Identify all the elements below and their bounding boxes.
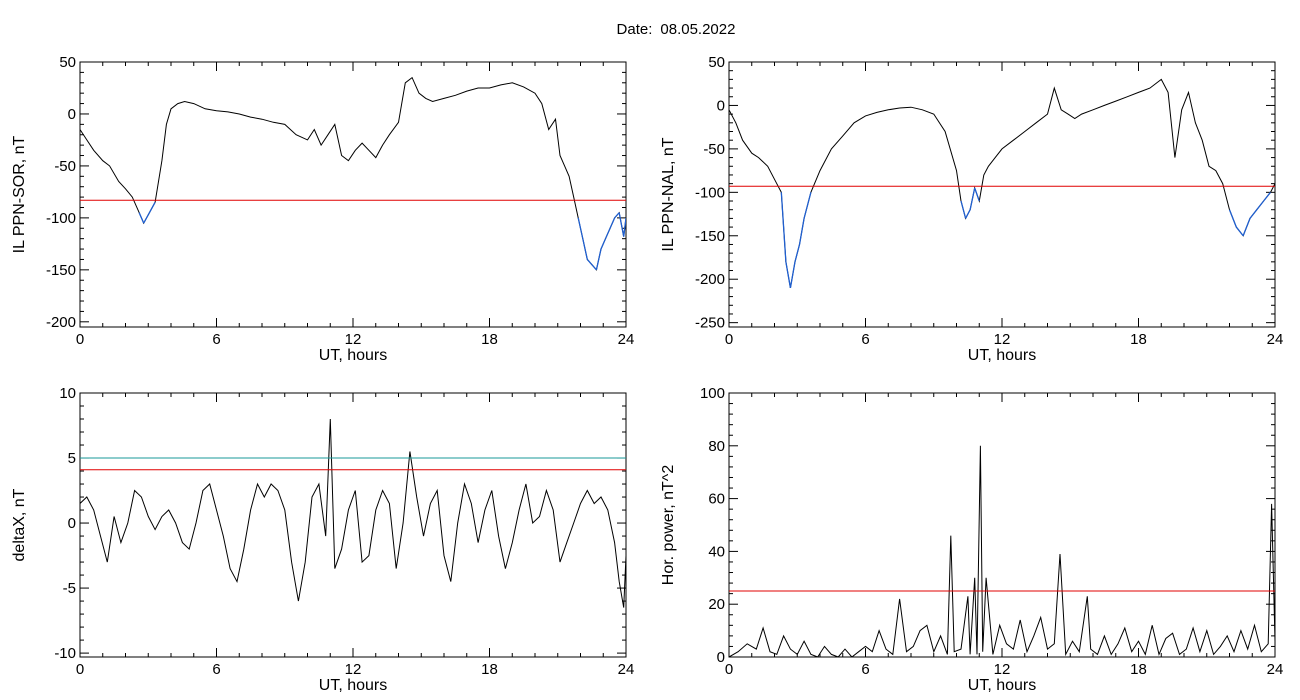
nal-x-tick-label: 12 bbox=[994, 331, 1011, 348]
sor-x-tick-label: 18 bbox=[481, 331, 498, 348]
sor-below-threshold-segment bbox=[577, 217, 584, 239]
deltax-y-tick-label: -10 bbox=[54, 645, 76, 662]
nal-y-tick-label: -250 bbox=[695, 315, 725, 332]
sor-y-tick-label: 50 bbox=[59, 54, 76, 71]
deltax-series-line bbox=[80, 418, 626, 608]
hor-power-x-tick-label: 12 bbox=[994, 661, 1011, 678]
hor-power-plot-frame bbox=[728, 392, 1276, 658]
nal-y-tick-label: -200 bbox=[695, 271, 725, 288]
sor-y-tick-label: -50 bbox=[54, 158, 76, 175]
nal-x-tick-label: 0 bbox=[725, 331, 733, 348]
deltax-x-tick-label: 6 bbox=[212, 661, 220, 678]
nal-below-threshold-segment bbox=[1263, 191, 1271, 202]
sor-below-threshold-segment bbox=[143, 214, 149, 224]
deltax-x-tick-label: 12 bbox=[345, 661, 362, 678]
sor-y-tick-label: 0 bbox=[68, 106, 76, 123]
hor-power-x-tick-label: 0 bbox=[725, 661, 733, 678]
sor-y-tick-label: -100 bbox=[46, 210, 76, 227]
nal-x-tick-label: 18 bbox=[1130, 331, 1147, 348]
date-title: Date: 08.05.2022 bbox=[617, 21, 736, 38]
nal-below-threshold-segment bbox=[1228, 209, 1237, 228]
sor-plot-frame bbox=[79, 61, 627, 328]
sor-below-threshold-segment bbox=[582, 238, 588, 260]
nal-x-tick-label: 24 bbox=[1267, 331, 1284, 348]
sor-y-tick-label: -150 bbox=[46, 262, 76, 279]
sor-series-line bbox=[80, 76, 626, 271]
hor-power-y-axis-label: Hor. power, nT^2 bbox=[660, 465, 677, 586]
nal-y-tick-label: -150 bbox=[695, 228, 725, 245]
nal-panel: 0 6 12 18 24 50 0 -50 -100 -150 -200 -250 UT, hours I… bbox=[660, 54, 1283, 364]
nal-x-tick-label: 6 bbox=[861, 331, 869, 348]
nal-below-threshold-segment bbox=[785, 261, 792, 289]
nal-below-threshold-segment bbox=[965, 209, 971, 219]
deltax-y-tick-label: 10 bbox=[59, 385, 76, 402]
deltax-y-tick-label: -5 bbox=[63, 580, 76, 597]
hor-power-x-tick-label: 6 bbox=[861, 661, 869, 678]
nal-y-tick-label: 0 bbox=[717, 97, 725, 114]
hor-power-series-line bbox=[729, 445, 1275, 657]
deltax-plot-frame bbox=[79, 392, 627, 658]
hor-power-x-axis-label: UT, hours bbox=[968, 677, 1036, 694]
deltax-y-axis-label: deltaX, nT bbox=[11, 488, 28, 561]
deltax-panel: 0 6 12 18 24 10 5 0 -5 -10 UT, hours deltaX, nT bbox=[11, 385, 634, 694]
nal-below-threshold-segment bbox=[974, 187, 980, 202]
sor-y-tick-label: -200 bbox=[46, 314, 76, 331]
deltax-x-tick-label: 24 bbox=[618, 661, 635, 678]
sor-below-threshold-segment bbox=[595, 248, 602, 270]
nal-below-threshold-segment bbox=[780, 192, 787, 262]
nal-y-axis-label: IL PPN-NAL, nT bbox=[660, 137, 677, 251]
sor-below-threshold-segment bbox=[623, 217, 626, 237]
nal-x-axis-label: UT, hours bbox=[968, 347, 1036, 364]
hor-power-x-tick-label: 24 bbox=[1267, 661, 1284, 678]
nal-below-threshold-segment bbox=[1242, 218, 1251, 237]
nal-y-tick-label: -50 bbox=[703, 141, 725, 158]
hor-power-y-tick-label: 40 bbox=[708, 543, 725, 560]
sor-below-threshold-segment bbox=[147, 201, 156, 216]
sor-x-tick-label: 24 bbox=[618, 331, 635, 348]
sor-below-threshold-segment bbox=[614, 212, 620, 219]
sor-x-tick-label: 0 bbox=[76, 331, 84, 348]
nal-below-threshold-segment bbox=[1235, 226, 1244, 237]
sor-x-tick-label: 12 bbox=[345, 331, 362, 348]
hor-power-y-tick-label: 20 bbox=[708, 596, 725, 613]
hor-power-y-tick-label: 60 bbox=[708, 491, 725, 508]
sor-below-threshold-segment bbox=[609, 217, 616, 229]
nal-below-threshold-segment bbox=[789, 261, 796, 289]
hor-power-y-tick-label: 100 bbox=[700, 385, 725, 402]
sor-below-threshold-segment bbox=[600, 238, 607, 250]
sor-y-axis-label: IL PPN-SOR, nT bbox=[11, 135, 28, 253]
deltax-y-tick-label: 5 bbox=[68, 450, 76, 467]
nal-below-threshold-segment bbox=[798, 218, 805, 245]
nal-below-threshold-segment bbox=[1249, 209, 1258, 219]
sor-below-threshold-segment bbox=[591, 264, 597, 271]
nal-below-threshold-segment bbox=[794, 244, 801, 263]
sor-panel: 0 6 12 18 24 50 0 -50 -100 -150 -200 UT, hours IL PP… bbox=[11, 54, 634, 364]
deltax-x-axis-label: UT, hours bbox=[319, 677, 387, 694]
nal-below-threshold-segment bbox=[1256, 200, 1265, 211]
deltax-x-tick-label: 18 bbox=[481, 661, 498, 678]
deltax-y-tick-label: 0 bbox=[68, 515, 76, 532]
deltax-x-tick-label: 0 bbox=[76, 661, 84, 678]
nal-series-line bbox=[729, 78, 1275, 288]
sor-x-tick-label: 6 bbox=[212, 331, 220, 348]
nal-y-tick-label: 50 bbox=[708, 54, 725, 71]
sor-below-threshold-segment bbox=[604, 228, 611, 239]
sor-below-threshold-segment bbox=[138, 212, 145, 224]
sor-below-threshold-segment bbox=[586, 259, 593, 266]
nal-below-threshold-segment bbox=[969, 187, 976, 210]
sor-below-threshold-segment bbox=[618, 212, 625, 237]
nal-y-tick-label: -100 bbox=[695, 184, 725, 201]
hor-power-panel: 0 6 12 18 24 100 80 60 40 20 0 UT, hours Hor. power,… bbox=[660, 385, 1283, 694]
hor-power-y-tick-label: 80 bbox=[708, 438, 725, 455]
hor-power-x-tick-label: 18 bbox=[1130, 661, 1147, 678]
nal-below-threshold-segment bbox=[960, 200, 967, 219]
sor-x-axis-label: UT, hours bbox=[319, 347, 387, 364]
hor-power-y-tick-label: 0 bbox=[717, 649, 725, 666]
nal-below-threshold-segment bbox=[803, 192, 812, 219]
